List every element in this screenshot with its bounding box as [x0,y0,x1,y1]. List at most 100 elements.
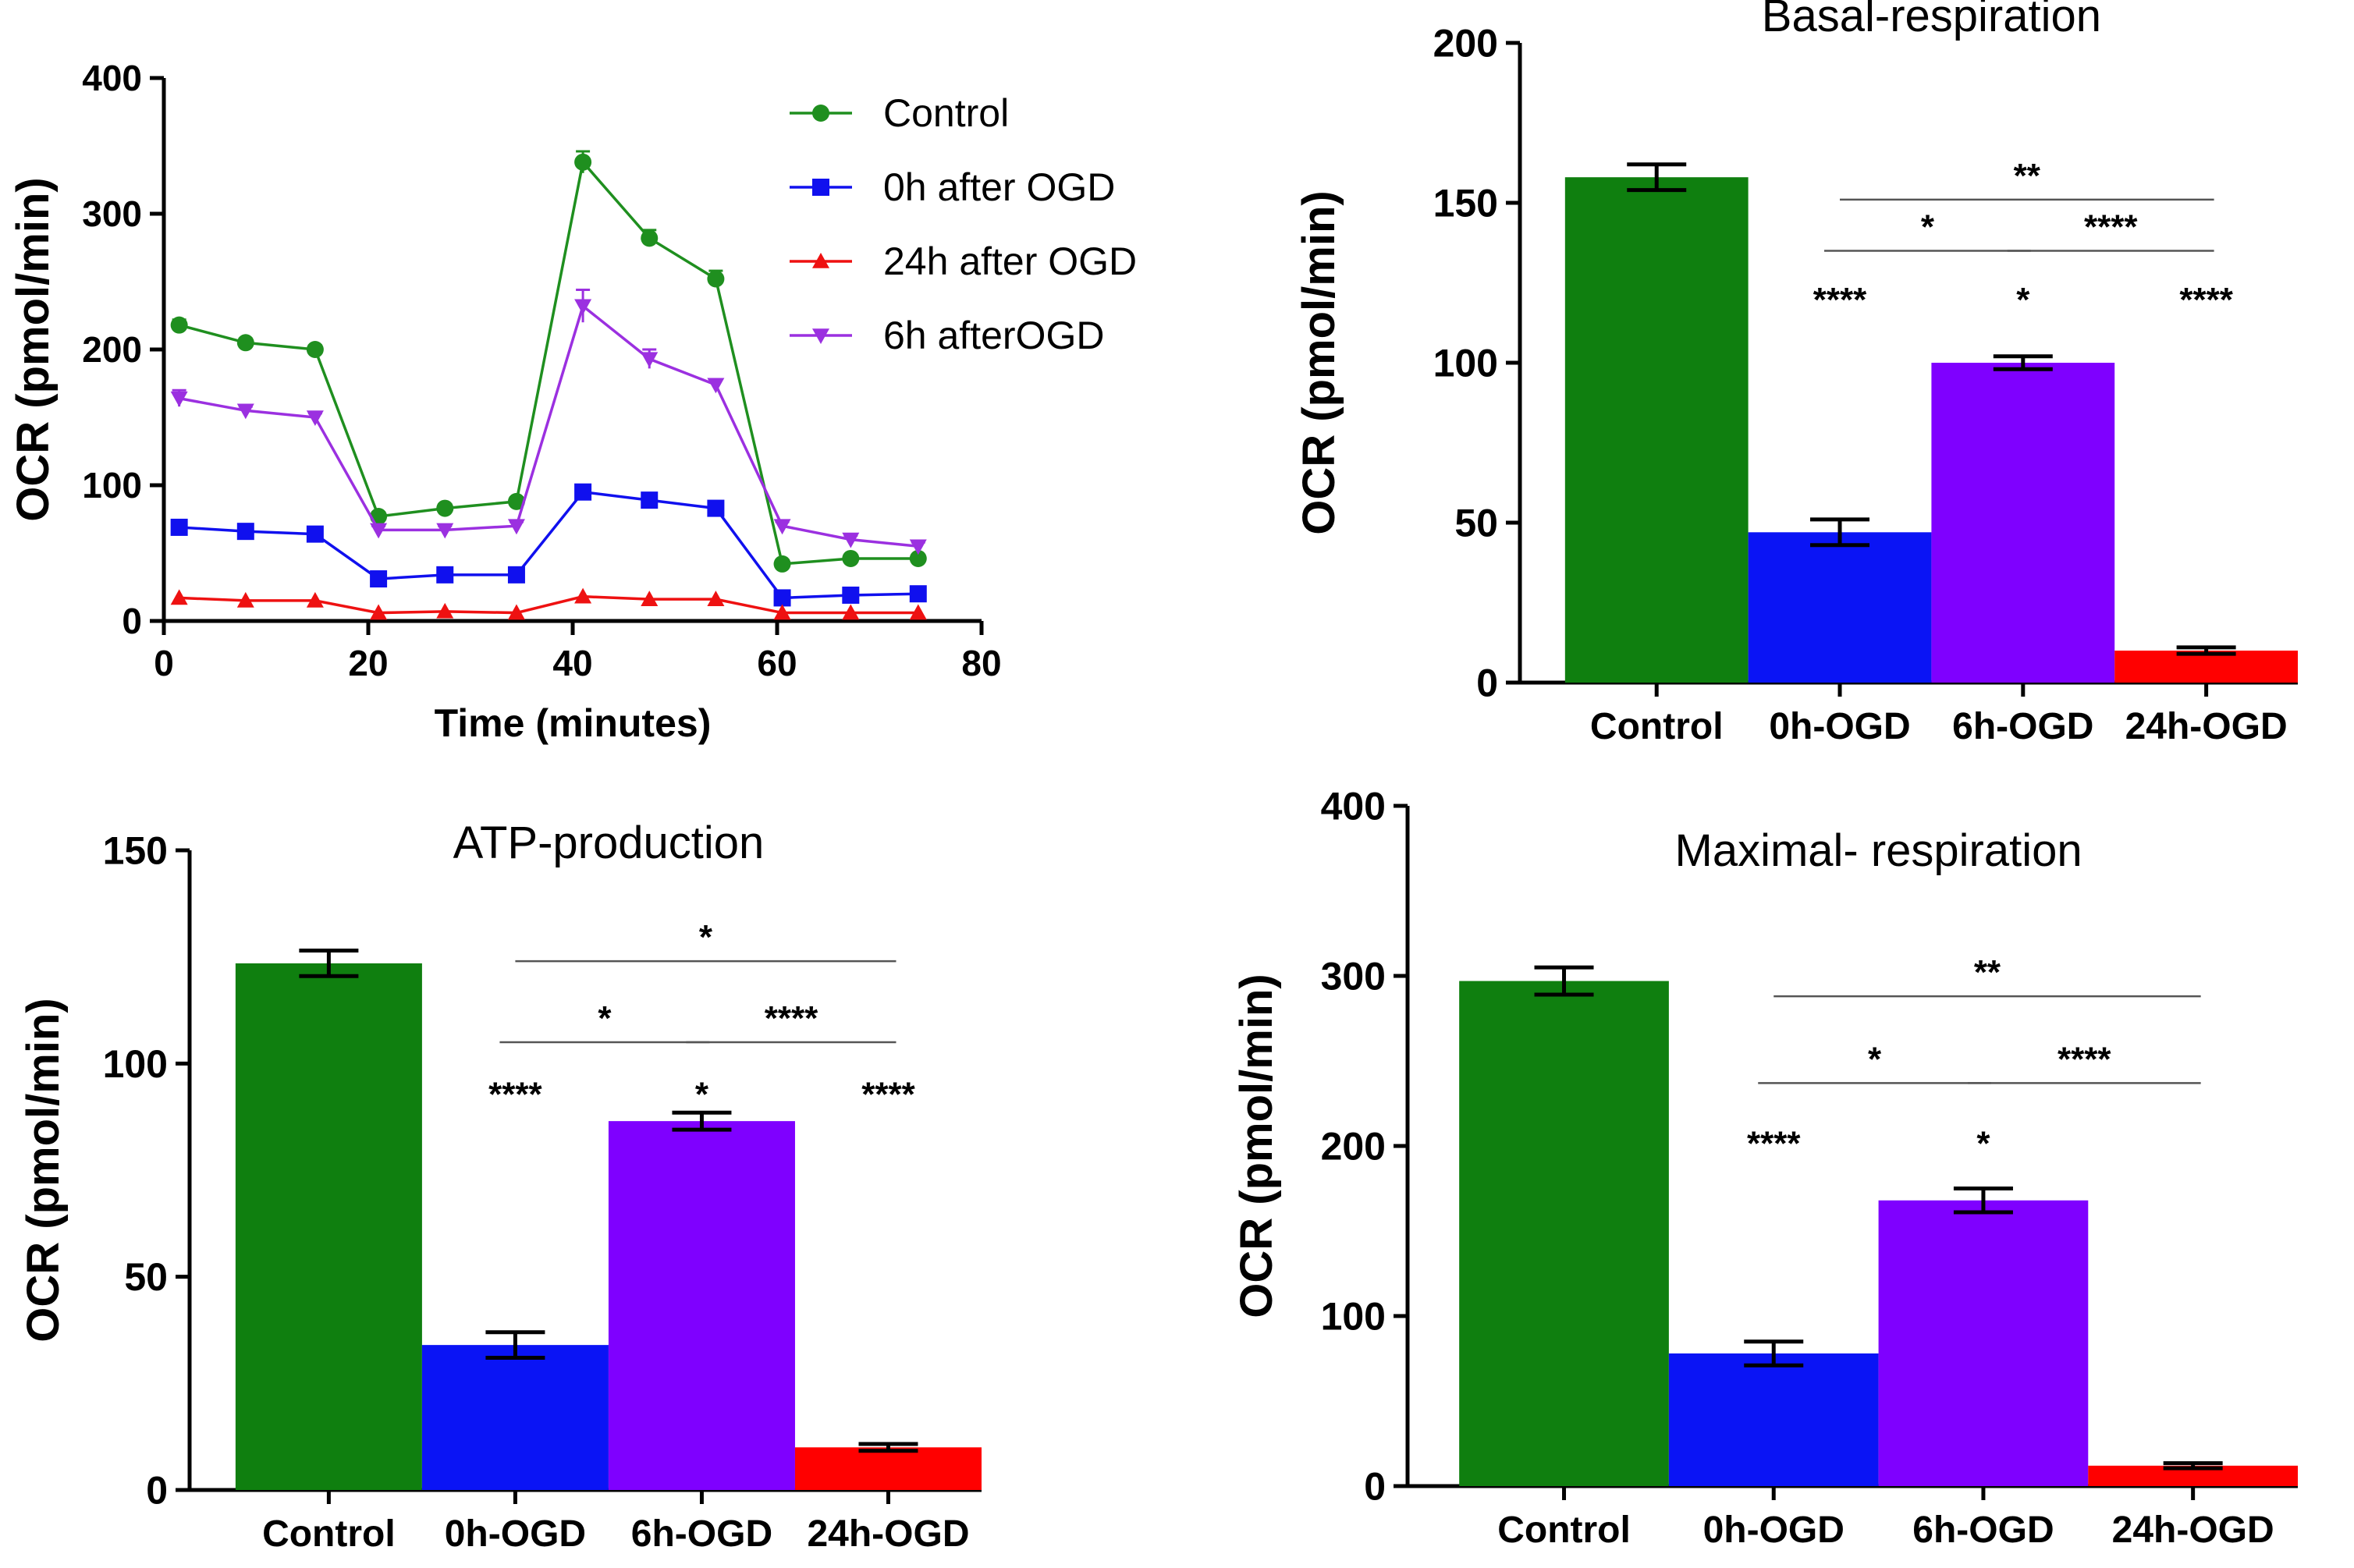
data-point [773,589,791,607]
data-point [707,270,725,288]
y-tick-label: 150 [1433,182,1498,225]
bar-control [235,963,422,1490]
significance-marker: **** [2179,281,2233,319]
data-point [370,523,388,539]
series-line [179,594,918,615]
data-point [773,604,791,620]
bar-6h-ogd [608,1121,795,1490]
data-point [574,153,592,171]
data-point [306,341,324,358]
series-control [170,150,927,573]
data-point [707,591,725,606]
bar-24h-ogd [2114,651,2298,683]
series-24h-after-ogd [170,587,927,620]
significance-marker: * [1976,1125,1990,1163]
y-tick-label: 100 [1321,1295,1386,1339]
y-tick-label: 100 [103,1042,168,1086]
y-tick-label: 100 [82,465,142,506]
legend-entry: 0h after OGD [883,165,1115,209]
significance-label: ** [1974,953,2001,992]
panel-basal-respiration-bar-chart: 0 50 100 150 200 OCR (pmol/min) Basal-respirat… [1294,0,2298,747]
y-tick-label: 0 [1364,1465,1386,1509]
data-point [842,604,860,620]
data-point [306,525,324,543]
data-point [507,492,525,510]
y-axis-label: OCR (pmol/min) [18,998,69,1342]
data-point [306,410,324,426]
bar-0h-ogd [421,1345,609,1490]
x-tick-label: 20 [348,643,388,683]
data-point [170,316,188,334]
legend-entry: Control [883,91,1009,135]
y-tick-label: 0 [122,601,142,641]
x-tick-label: 0h-OGD [445,1513,586,1555]
data-point [436,523,454,539]
x-tick-label: 40 [552,643,592,683]
data-point [436,602,454,619]
bar-6h-ogd [1878,1200,2089,1486]
series-line [179,159,918,566]
x-tick-label: 0 [154,643,174,683]
y-tick-label: 200 [1433,22,1498,66]
x-axis-label: Time (minutes) [435,701,712,745]
significance-label: **** [2084,208,2138,247]
data-point [236,523,254,541]
data-point [812,179,829,196]
data-point [170,391,188,407]
bar-0h-ogd [1748,532,1932,683]
panel-maximal-respiration-bar-chart: 0 100 200 300 400 OCR (pmol/min) Maximal- resp… [1231,785,2298,1551]
y-tick-label: 200 [82,329,142,370]
x-tick-label: Control [262,1513,396,1555]
significance-label: * [598,999,612,1038]
data-point [170,589,188,605]
x-tick-label: 24h-OGD [2125,706,2288,747]
y-tick-label: 400 [82,58,142,98]
bar-6h-ogd [1931,363,2115,683]
data-point [909,539,927,555]
y-tick-label: 0 [146,1469,168,1513]
x-tick-label: 6h-OGD [1952,706,2093,747]
significance-label: **** [765,999,818,1038]
significance-marker: **** [1813,281,1867,319]
chart-title: Basal-respiration [1762,0,2101,41]
y-axis-label: OCR (pmol/min) [1294,190,1344,534]
data-point [641,591,659,606]
data-point [306,591,324,608]
x-tick-label: 0h-OGD [1769,706,1910,747]
data-point [842,532,860,548]
y-tick-label: 100 [1433,342,1498,385]
data-point [370,508,388,526]
series-6h-afterogd [170,288,927,555]
data-point [909,585,927,603]
chart-title: Maximal- respiration [1675,825,2082,876]
data-point [812,105,829,122]
significance-label: **** [2058,1040,2111,1078]
x-tick-label: 6h-OGD [631,1513,772,1555]
bar-control [1564,177,1749,683]
data-point [773,519,791,535]
bar-24h-ogd [794,1447,982,1490]
data-point [707,499,725,517]
data-point [909,549,927,567]
x-tick-label: 60 [757,643,797,683]
series-line [179,490,918,600]
data-point [707,378,725,394]
data-point [170,518,188,536]
legend: Control 0h after OGD 24h after OGD 6h after… [790,91,1137,357]
data-point [909,604,927,620]
significance-label: * [1868,1040,1882,1078]
y-tick-label: 50 [1454,502,1498,545]
data-point [507,566,525,584]
y-tick-label: 300 [1321,955,1386,999]
x-tick-label: 0h-OGD [1703,1509,1844,1551]
series-line [179,303,918,548]
data-point [773,555,791,573]
bar-0h-ogd [1668,1353,1879,1486]
x-tick-label: 24h-OGD [2112,1509,2274,1551]
x-tick-label: Control [1590,706,1724,747]
data-point [436,566,454,584]
panel-atp-production-bar-chart: 0 50 100 150 OCR (pmol/min) ATP-production Con… [18,818,982,1555]
series-0h-after-ogd [170,483,927,607]
significance-label: ** [2014,157,2041,195]
